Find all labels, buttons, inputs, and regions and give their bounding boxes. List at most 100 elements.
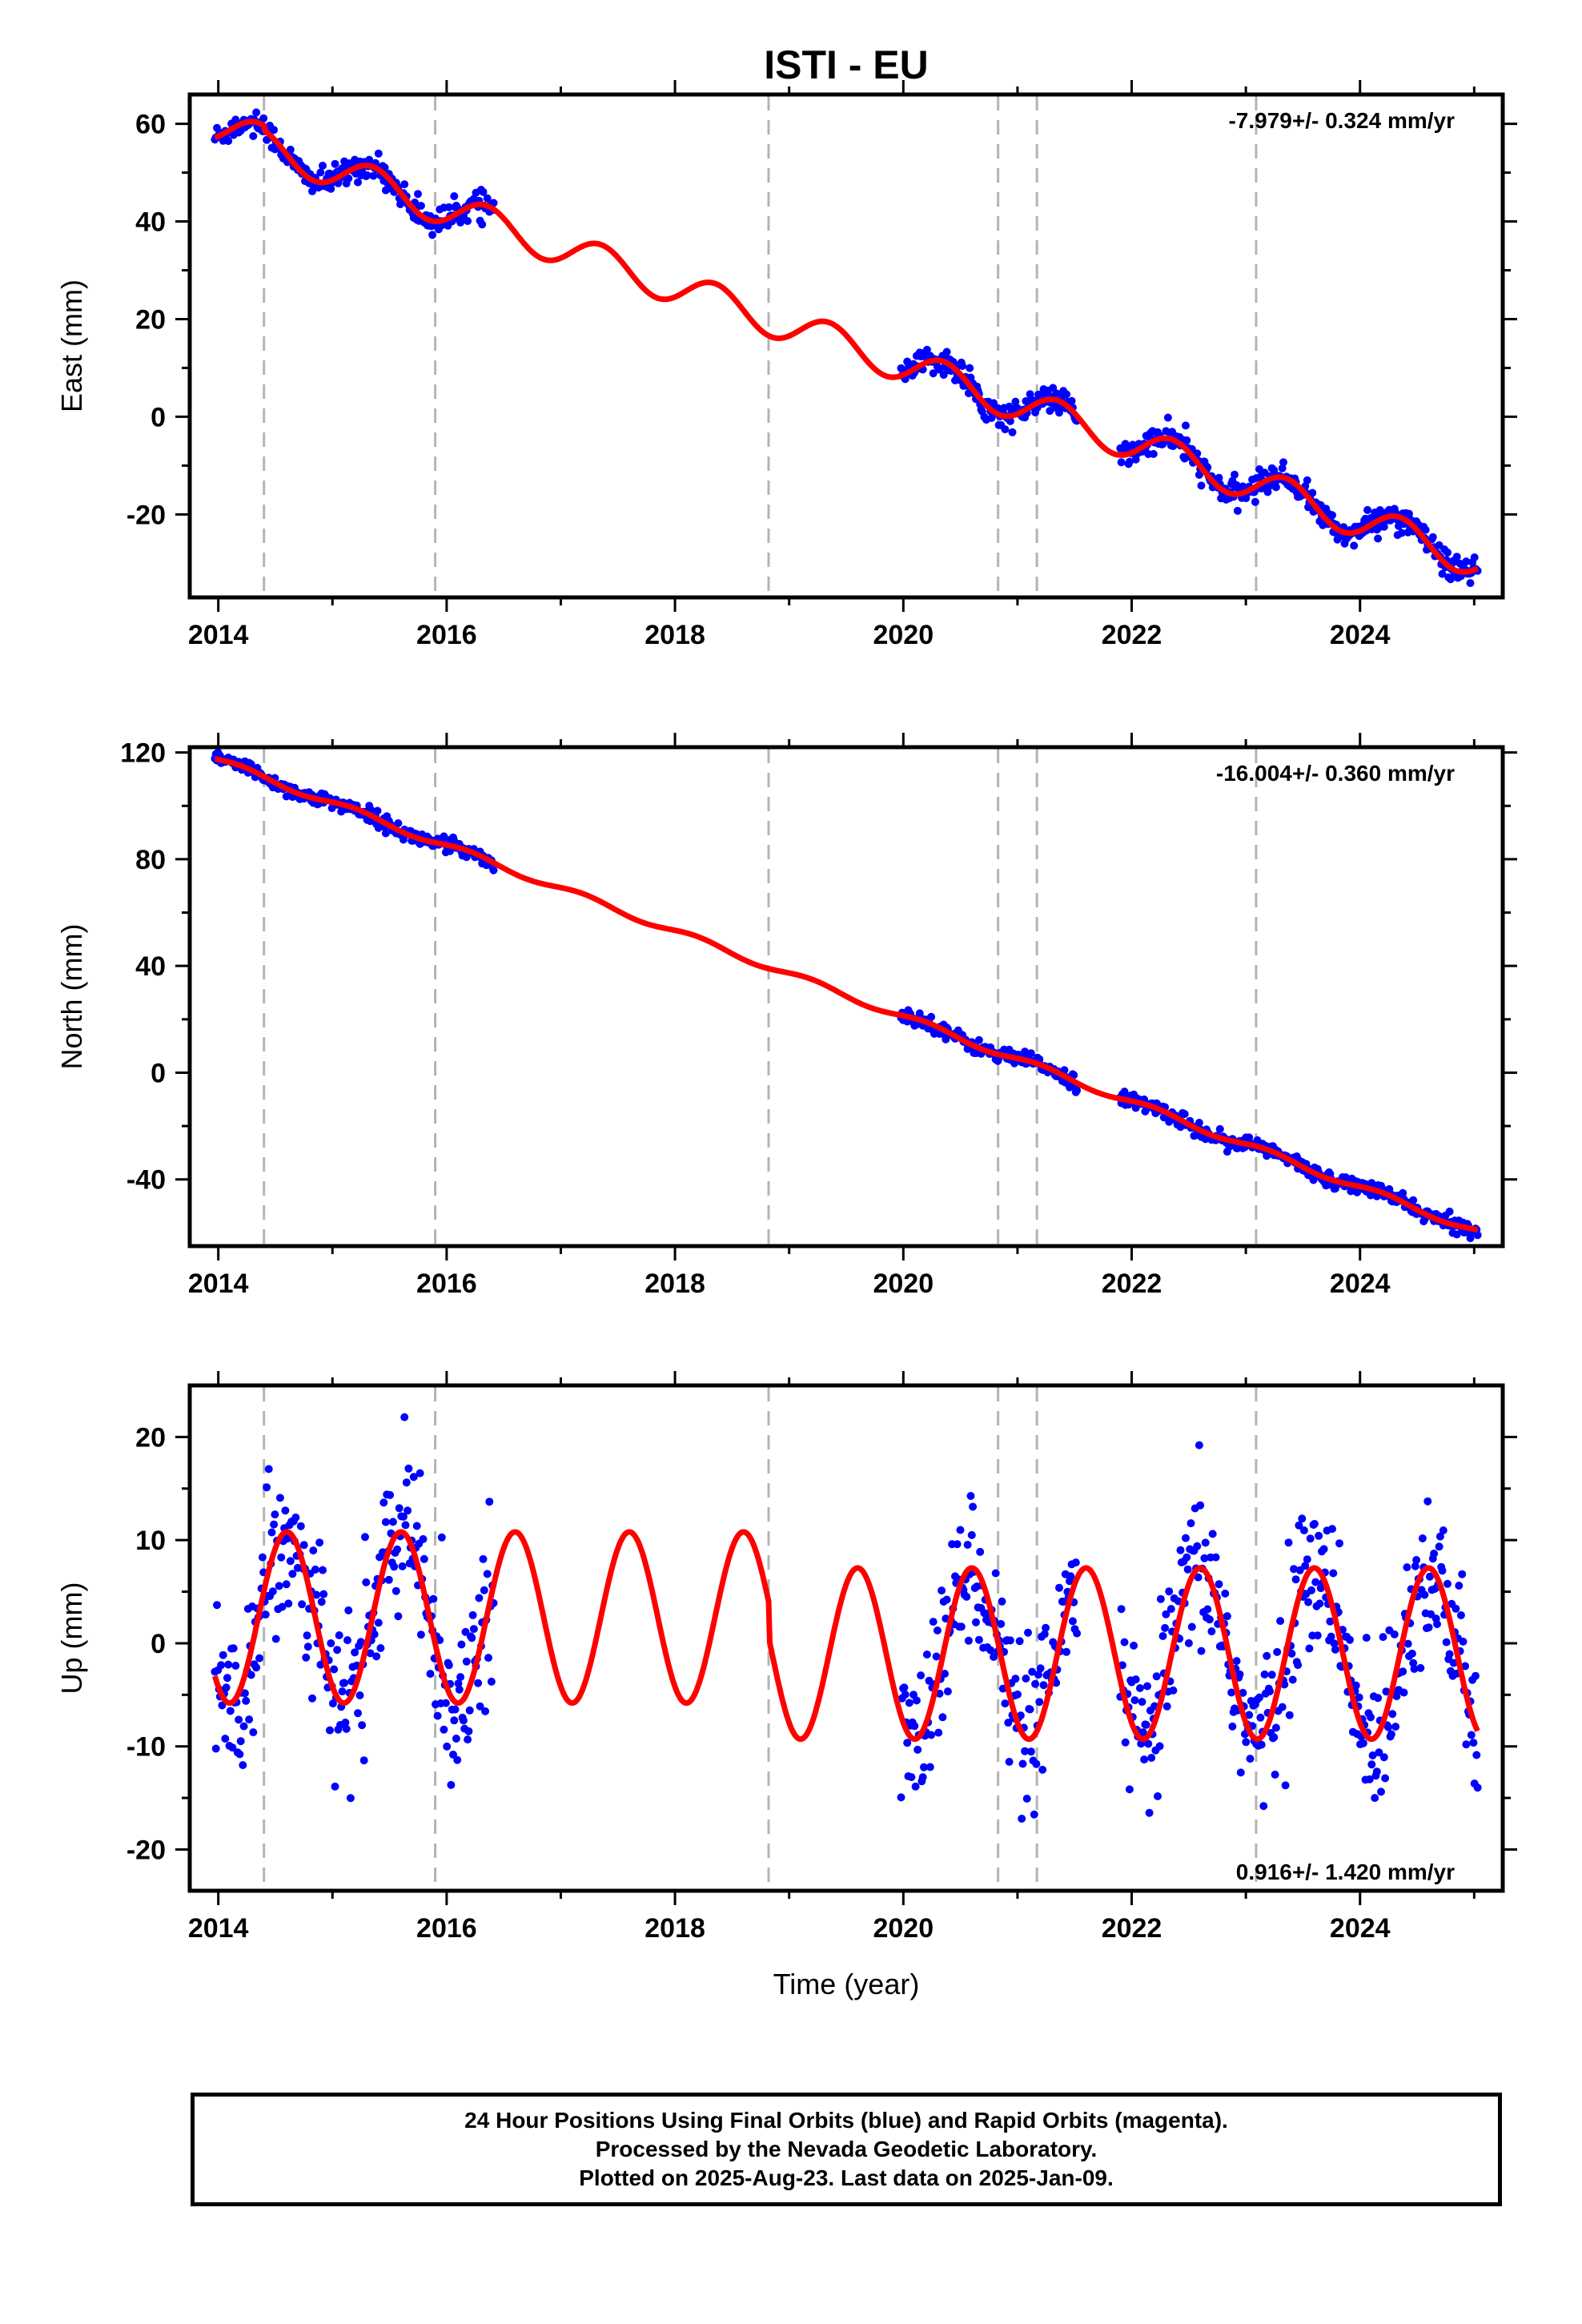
data-point bbox=[404, 1464, 413, 1473]
data-point bbox=[369, 171, 378, 180]
data-point bbox=[271, 1634, 280, 1643]
data-point bbox=[469, 1625, 478, 1634]
data-point bbox=[459, 1716, 468, 1725]
data-point bbox=[1030, 1810, 1038, 1819]
data-point bbox=[1412, 1556, 1421, 1564]
data-point bbox=[427, 222, 436, 231]
data-point bbox=[1329, 1569, 1338, 1578]
data-point bbox=[450, 1716, 459, 1725]
x-tick-label: 2020 bbox=[873, 1269, 934, 1299]
model-fit-line bbox=[212, 1529, 1480, 1743]
data-point bbox=[1194, 1573, 1203, 1582]
data-point bbox=[454, 1679, 463, 1688]
data-point bbox=[1377, 1787, 1385, 1796]
data-point bbox=[354, 178, 362, 187]
data-point bbox=[395, 1504, 404, 1513]
data-point bbox=[1473, 1231, 1482, 1240]
data-point bbox=[402, 1478, 411, 1487]
data-point bbox=[247, 1671, 255, 1679]
y-tick-label: 60 bbox=[135, 110, 166, 140]
data-point bbox=[991, 1569, 1000, 1578]
data-point bbox=[343, 1636, 351, 1645]
data-point bbox=[1140, 1755, 1149, 1764]
data-point bbox=[311, 1565, 319, 1574]
y-tick-label: 20 bbox=[135, 304, 166, 335]
data-point bbox=[1117, 1605, 1126, 1614]
data-point bbox=[942, 1595, 951, 1604]
data-point bbox=[1180, 1110, 1189, 1119]
data-point bbox=[1387, 1730, 1395, 1739]
data-point bbox=[1014, 1690, 1022, 1699]
data-point bbox=[1001, 425, 1010, 434]
data-point bbox=[986, 1646, 995, 1655]
data-point bbox=[1367, 1713, 1375, 1722]
data-point bbox=[319, 1590, 328, 1598]
data-point bbox=[478, 220, 487, 229]
data-point bbox=[1355, 1693, 1363, 1702]
data-point bbox=[331, 159, 339, 168]
data-point bbox=[1452, 1604, 1460, 1613]
data-point bbox=[286, 1557, 295, 1566]
data-point bbox=[911, 1782, 920, 1791]
data-point bbox=[976, 1547, 985, 1556]
data-point bbox=[1278, 464, 1287, 472]
data-point bbox=[927, 1012, 936, 1021]
x-tick-label: 2018 bbox=[644, 620, 705, 650]
data-point bbox=[409, 1473, 418, 1482]
data-point bbox=[419, 1534, 428, 1543]
data-point bbox=[1313, 1631, 1322, 1640]
data-point bbox=[972, 1618, 980, 1626]
x-tick-label: 2022 bbox=[1102, 1269, 1162, 1299]
data-point bbox=[920, 1763, 928, 1771]
data-point bbox=[344, 1606, 353, 1614]
data-point bbox=[1120, 1638, 1129, 1647]
data-point bbox=[1290, 1565, 1298, 1574]
data-point bbox=[428, 231, 437, 239]
data-point bbox=[282, 1580, 291, 1589]
data-point bbox=[1445, 1650, 1454, 1659]
data-point bbox=[1228, 1722, 1237, 1731]
data-point bbox=[341, 1719, 350, 1727]
data-point bbox=[1073, 1086, 1082, 1095]
data-point bbox=[1411, 1562, 1419, 1570]
data-point bbox=[1143, 1682, 1151, 1691]
data-point bbox=[1125, 1785, 1134, 1794]
data-point bbox=[359, 1756, 368, 1765]
data-point bbox=[1423, 1497, 1432, 1506]
data-point bbox=[1062, 390, 1071, 399]
data-point bbox=[1315, 1531, 1323, 1540]
data-point bbox=[338, 1687, 347, 1696]
data-point bbox=[1418, 1534, 1427, 1542]
data-point bbox=[399, 1512, 408, 1521]
data-point bbox=[1245, 1711, 1254, 1719]
data-point bbox=[963, 1541, 972, 1549]
data-point bbox=[381, 829, 390, 838]
data-point bbox=[1130, 1641, 1138, 1650]
data-point bbox=[1055, 1583, 1063, 1592]
data-point bbox=[319, 161, 327, 170]
data-point bbox=[1068, 1617, 1077, 1626]
data-point bbox=[1390, 1630, 1399, 1638]
data-point bbox=[412, 1522, 421, 1530]
data-point bbox=[1125, 457, 1134, 466]
data-point bbox=[224, 137, 233, 146]
data-point bbox=[922, 345, 931, 354]
data-point bbox=[479, 187, 488, 196]
data-point bbox=[268, 1587, 277, 1596]
data-point bbox=[1026, 1705, 1034, 1714]
x-tick-label: 2020 bbox=[873, 620, 934, 650]
data-point bbox=[1117, 458, 1126, 467]
data-point bbox=[288, 1570, 297, 1578]
data-point bbox=[373, 806, 382, 815]
data-point bbox=[275, 1582, 283, 1590]
data-point bbox=[966, 1492, 975, 1500]
data-point bbox=[1239, 1688, 1247, 1697]
data-point bbox=[1130, 1696, 1139, 1705]
data-point bbox=[1445, 1207, 1454, 1216]
data-point bbox=[1363, 505, 1372, 514]
data-point bbox=[379, 1498, 388, 1507]
data-point bbox=[1131, 455, 1140, 464]
y-axis-title: Up (mm) bbox=[55, 1582, 88, 1695]
y-tick-label: -20 bbox=[126, 1835, 166, 1865]
data-point bbox=[1071, 1558, 1080, 1567]
